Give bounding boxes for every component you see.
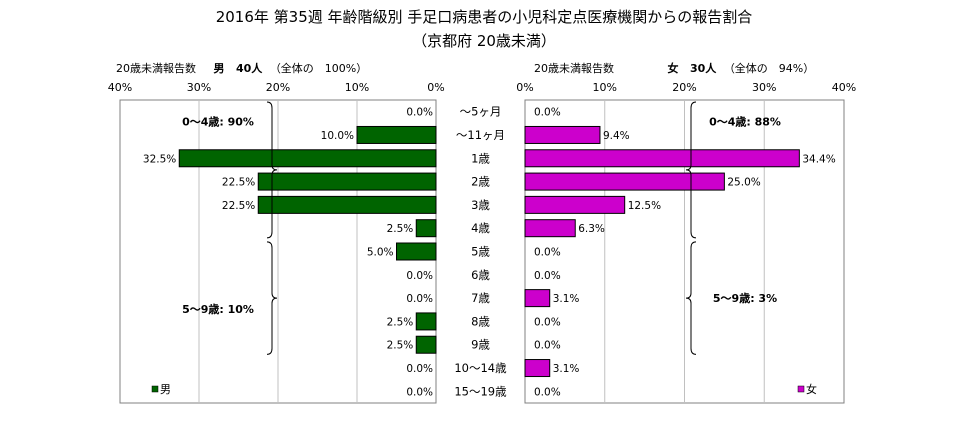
female-data-label: 0.0% xyxy=(534,247,561,259)
chart-subtitle: （京都府 20歳未満） xyxy=(412,32,556,50)
category-label: 8歳 xyxy=(471,314,490,328)
male-x-tick-label: 20% xyxy=(266,81,290,94)
male-bar xyxy=(396,242,437,261)
male-header: 20歳未満報告数 男 40人 （全体の 100%） xyxy=(116,60,367,76)
category-label: 1歳 xyxy=(471,151,490,165)
male-group-brace xyxy=(266,241,278,355)
male-header-count: 40人 xyxy=(236,62,263,75)
female-data-label: 0.0% xyxy=(534,107,561,119)
female-group-brace xyxy=(685,101,697,239)
male-data-label: 2.5% xyxy=(387,340,414,352)
female-bar xyxy=(524,125,601,144)
male-x-tick-label: 40% xyxy=(108,81,132,94)
male-legend-label: 男 xyxy=(160,383,171,396)
category-label: 9歳 xyxy=(471,338,490,352)
female-legend-label: 女 xyxy=(806,382,817,396)
female-data-label: 0.0% xyxy=(534,386,561,398)
category-label: ～5ヶ月 xyxy=(460,105,502,119)
male-header-sex: 男 xyxy=(213,62,225,75)
category-label: 15～19歳 xyxy=(454,384,507,398)
male-data-label: 32.5% xyxy=(143,153,176,165)
female-x-tick-label: 40% xyxy=(832,81,856,94)
male-x-tick-label: 0% xyxy=(427,81,444,94)
female-x-tick-label: 0% xyxy=(516,81,533,94)
male-x-tick-label: 10% xyxy=(345,81,369,94)
male-data-label: 0.0% xyxy=(406,386,433,398)
category-label: 10～14歳 xyxy=(454,361,507,375)
male-legend-swatch xyxy=(151,385,159,393)
male-data-label: 10.0% xyxy=(321,130,354,142)
female-x-tick-label: 10% xyxy=(593,81,617,94)
male-data-label: 0.0% xyxy=(406,270,433,282)
male-bar xyxy=(415,312,437,331)
female-data-label: 34.4% xyxy=(802,153,835,165)
male-bar xyxy=(415,335,437,354)
female-x-tick-label: 30% xyxy=(752,81,776,94)
male-data-label: 0.0% xyxy=(406,363,433,375)
female-x-tick-label: 20% xyxy=(672,81,696,94)
male-bar xyxy=(356,125,437,144)
female-bar xyxy=(524,195,626,214)
female-data-label: 0.0% xyxy=(534,340,561,352)
male-bar xyxy=(257,172,437,191)
male-data-label: 5.0% xyxy=(367,247,394,259)
female-header: 20歳未満報告数 女 30人 （全体の 94%） xyxy=(534,60,814,76)
female-group-label: 5～9歳: 3% xyxy=(713,291,777,305)
male-bar xyxy=(178,149,437,168)
category-label: 2歳 xyxy=(471,175,490,189)
female-bar xyxy=(524,219,576,238)
female-data-label: 3.1% xyxy=(553,293,580,305)
male-data-label: 2.5% xyxy=(387,223,414,235)
female-group-brace xyxy=(685,241,697,355)
female-data-label: 0.0% xyxy=(534,270,561,282)
male-data-label: 0.0% xyxy=(406,293,433,305)
male-data-label: 22.5% xyxy=(222,177,255,189)
male-header-label: 20歳未満報告数 xyxy=(116,62,196,75)
category-label: 4歳 xyxy=(471,221,490,235)
female-data-label: 25.0% xyxy=(727,177,760,189)
male-bar xyxy=(415,219,437,238)
female-data-label: 0.0% xyxy=(534,316,561,328)
female-bar xyxy=(524,289,551,308)
category-label: 6歳 xyxy=(471,268,490,282)
category-label: 5歳 xyxy=(471,245,490,259)
category-label: 3歳 xyxy=(471,198,490,212)
female-bar xyxy=(524,172,725,191)
female-data-label: 9.4% xyxy=(603,130,630,142)
male-header-total: （全体の 100%） xyxy=(269,62,368,75)
female-legend-swatch xyxy=(797,385,805,393)
male-data-label: 2.5% xyxy=(387,316,414,328)
male-group-brace xyxy=(266,101,278,239)
male-bar xyxy=(257,195,437,214)
category-label: ～11ヶ月 xyxy=(456,128,505,142)
male-group-label: 5～9歳: 10% xyxy=(182,302,254,316)
female-data-label: 6.3% xyxy=(578,223,605,235)
male-data-label: 22.5% xyxy=(222,200,255,212)
female-header-label: 20歳未満報告数 xyxy=(534,62,614,75)
male-data-label: 0.0% xyxy=(406,107,433,119)
female-bar xyxy=(524,149,800,168)
female-header-count: 30人 xyxy=(690,62,717,75)
female-header-sex: 女 xyxy=(667,62,679,75)
female-header-total: （全体の 94%） xyxy=(723,62,815,75)
category-label: 7歳 xyxy=(471,291,490,305)
chart-title: 2016年 第35週 年齢階級別 手足口病患者の小児科定点医療機関からの報告割合 xyxy=(215,8,753,26)
female-data-label: 12.5% xyxy=(628,200,661,212)
female-data-label: 3.1% xyxy=(553,363,580,375)
male-group-label: 0～4歳: 90% xyxy=(182,115,254,129)
female-group-label: 0～4歳: 88% xyxy=(709,115,781,129)
female-bar xyxy=(524,359,551,378)
male-x-tick-label: 30% xyxy=(187,81,211,94)
